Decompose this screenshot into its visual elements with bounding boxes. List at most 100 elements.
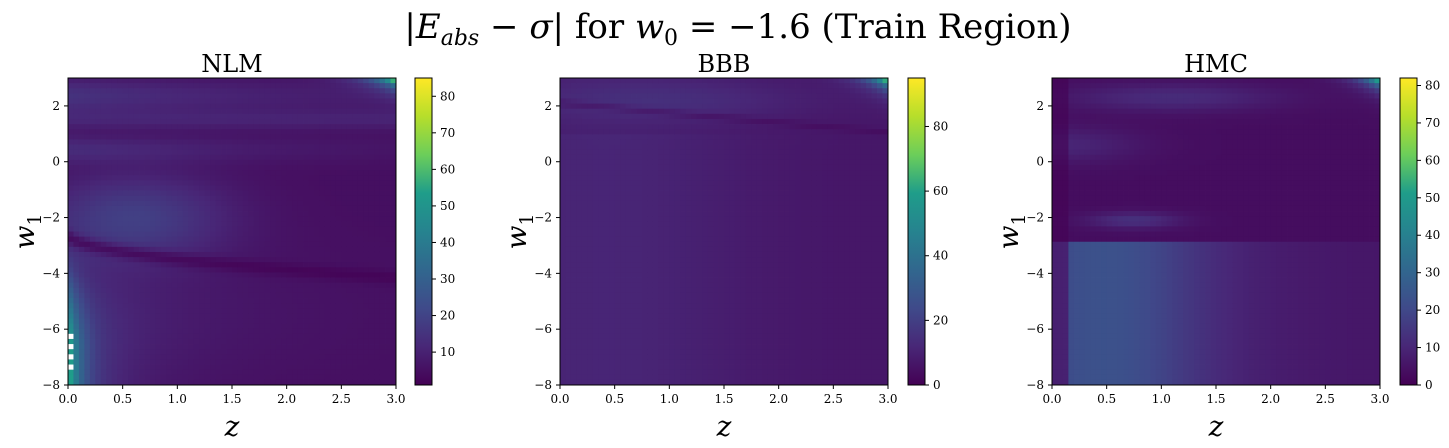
heatmap-cell	[264, 349, 271, 355]
heatmap-cell	[576, 185, 583, 191]
heatmap-cell	[248, 262, 255, 268]
heatmap-cell	[324, 124, 331, 130]
heatmap-cell	[111, 78, 118, 84]
heatmap-cell	[232, 303, 238, 309]
heatmap-cell	[221, 333, 227, 340]
heatmap-cell	[357, 298, 364, 304]
heatmap-cell	[335, 185, 342, 191]
heatmap-cell	[139, 185, 145, 191]
heatmap-cell	[658, 164, 665, 171]
heatmap-cell	[341, 170, 348, 176]
heatmap-cell	[275, 287, 282, 294]
heatmap-cell	[199, 175, 206, 181]
heatmap-cell	[210, 333, 216, 340]
heatmap-cell	[193, 103, 200, 110]
heatmap-cell	[647, 205, 654, 212]
heatmap-cell	[663, 129, 670, 135]
heatmap-cell	[379, 251, 386, 258]
heatmap-cell	[314, 338, 320, 345]
heatmap-cell	[248, 78, 255, 84]
heatmap-cell	[642, 83, 648, 89]
heatmap-cell	[68, 113, 74, 120]
heatmap-cell	[182, 251, 189, 258]
heatmap-cell	[565, 221, 572, 227]
heatmap-cell	[237, 108, 244, 115]
heatmap-cell	[215, 338, 222, 345]
heatmap-cell	[330, 277, 337, 284]
heatmap-cell	[177, 108, 184, 115]
heatmap-cell	[204, 303, 211, 309]
heatmap-cell	[89, 88, 96, 94]
heatmap-cell	[122, 287, 129, 294]
heatmap-cell	[133, 262, 140, 268]
heatmap-cell	[390, 308, 397, 314]
heatmap-cell	[642, 185, 648, 191]
heatmap-cell	[177, 231, 184, 238]
heatmap-cell	[658, 170, 665, 176]
heatmap-cell	[171, 175, 178, 181]
heatmap-cell	[625, 231, 632, 238]
title-equals-value: = −1.6	[678, 7, 811, 47]
heatmap-cell	[275, 170, 282, 176]
heatmap-cell	[576, 231, 583, 238]
heatmap-cell	[674, 180, 681, 186]
heatmap-cell	[652, 88, 659, 94]
heatmap-cell	[603, 144, 610, 151]
heatmap-cell	[335, 298, 342, 304]
heatmap-cell	[182, 149, 189, 156]
heatmap-cell	[155, 354, 162, 360]
heatmap-cell	[352, 364, 359, 371]
heatmap-cell	[133, 149, 140, 156]
heatmap-cell	[357, 180, 364, 186]
heatmap-cell	[330, 328, 337, 335]
heatmap-cell	[570, 180, 577, 186]
heatmap-cell	[647, 298, 654, 304]
heatmap-cell	[160, 175, 167, 181]
heatmap-cell	[669, 257, 676, 263]
heatmap-cell	[199, 129, 206, 135]
heatmap-cell	[221, 144, 227, 151]
heatmap-cell	[647, 211, 654, 217]
x-axis-label: z	[224, 410, 240, 443]
heatmap-cell	[292, 88, 298, 94]
heatmap-cell	[385, 164, 391, 171]
heatmap-cell	[324, 241, 331, 248]
heatmap-cell	[89, 236, 96, 243]
heatmap-cell	[253, 164, 260, 171]
heatmap-cell	[171, 323, 178, 330]
heatmap-cell	[210, 364, 216, 371]
heatmap-cell	[281, 129, 288, 135]
heatmap-cell	[592, 170, 599, 176]
heatmap-cell	[242, 180, 249, 186]
heatmap-cell	[652, 359, 659, 365]
heatmap-cell	[100, 154, 107, 161]
heatmap-cell	[232, 154, 238, 161]
heatmap-cell	[100, 246, 107, 253]
heatmap-cell	[139, 124, 145, 130]
heatmap-cell	[581, 205, 588, 212]
heatmap-cell	[144, 364, 151, 371]
heatmap-cell	[237, 308, 244, 314]
heatmap-cell	[297, 144, 304, 151]
heatmap-cell	[242, 333, 249, 340]
heatmap-cell	[160, 359, 167, 365]
heatmap-cell	[647, 369, 654, 376]
heatmap-cell	[560, 282, 566, 289]
heatmap-cell	[631, 251, 637, 258]
heatmap-cell	[314, 267, 320, 273]
heatmap-cell	[286, 277, 293, 284]
heatmap-cell	[100, 379, 107, 386]
heatmap-cell	[253, 354, 260, 360]
heatmap-cell	[78, 170, 85, 176]
heatmap-cell	[636, 221, 643, 227]
heatmap-cell	[215, 262, 222, 268]
heatmap-cell	[182, 195, 189, 202]
heatmap-cell	[319, 262, 326, 268]
heatmap-cell	[669, 303, 676, 309]
heatmap-cell	[275, 354, 282, 360]
heatmap-cell	[308, 262, 315, 268]
heatmap-cell	[139, 195, 145, 202]
heatmap-cell	[182, 287, 189, 294]
heatmap-cell	[357, 185, 364, 191]
